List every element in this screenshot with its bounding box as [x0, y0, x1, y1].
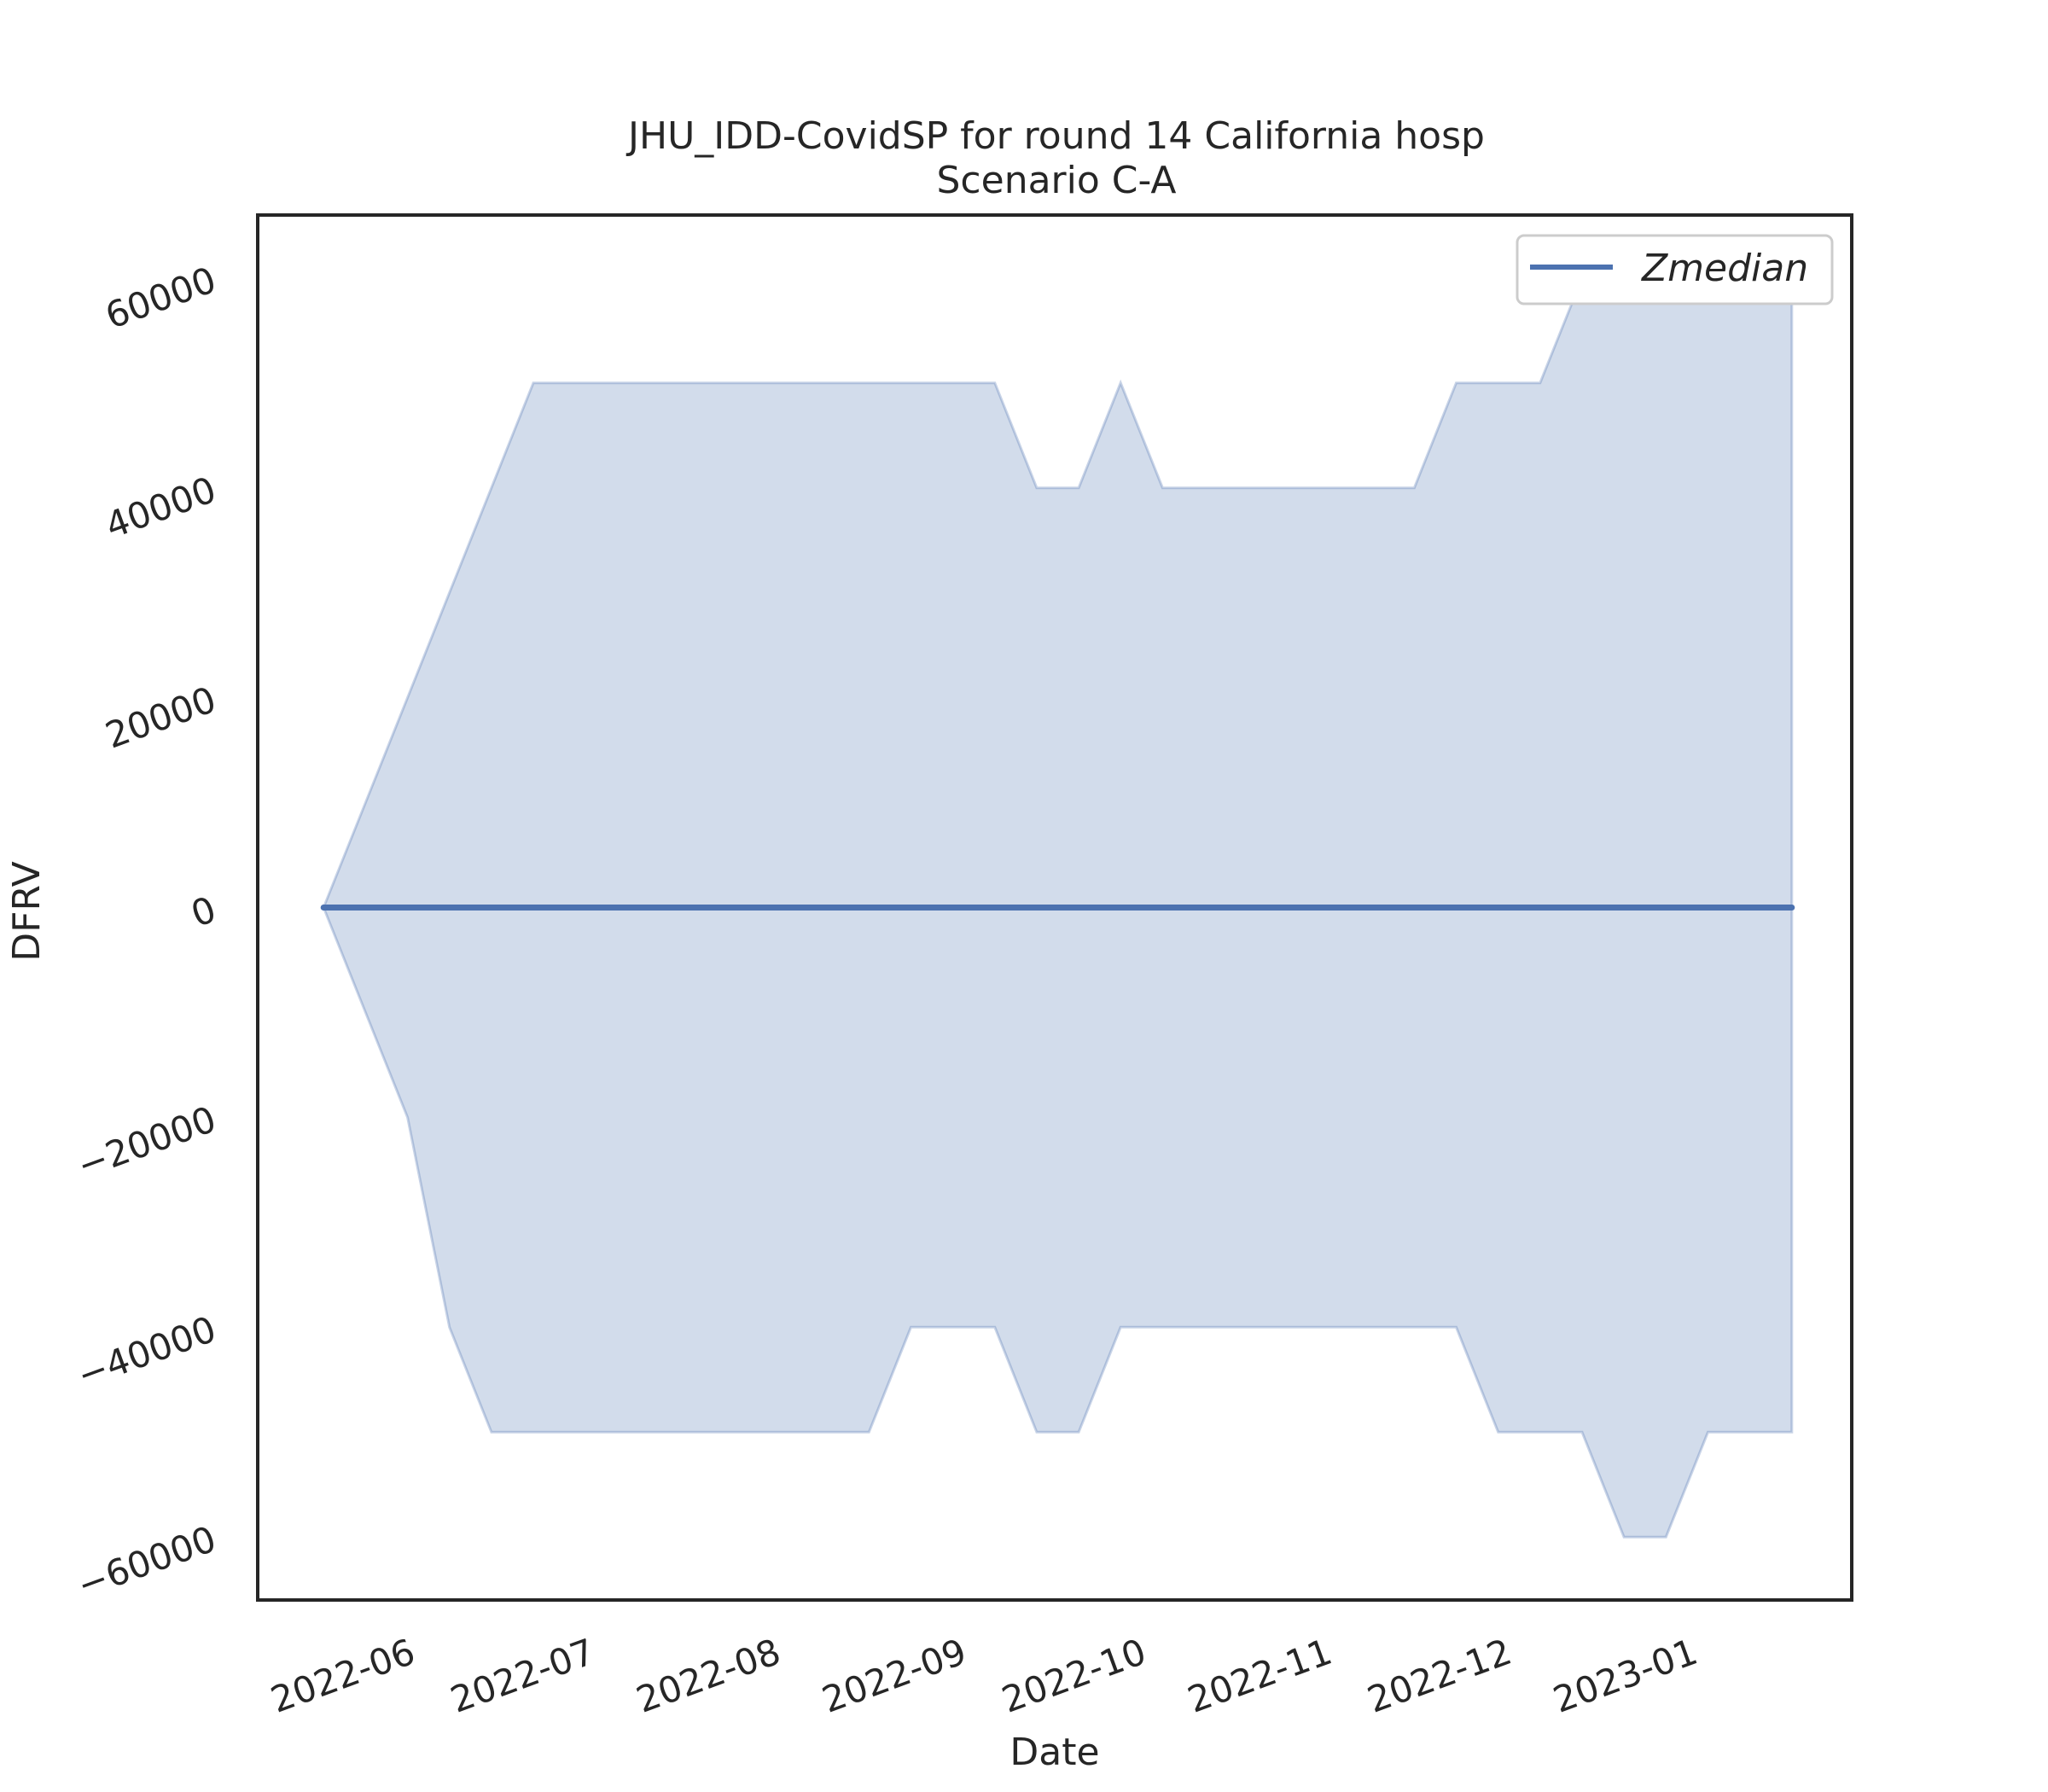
chart-title: JHU_IDD-CovidSP for round 14 California …: [625, 114, 1485, 158]
y-tick-label: 0: [186, 888, 222, 935]
y-tick-label: 20000: [100, 678, 221, 757]
y-tick-label: 60000: [100, 259, 221, 337]
x-tick-label: 2022-06: [265, 1631, 421, 1721]
x-tick-label: 2022-09: [817, 1631, 972, 1721]
y-tick-label: −60000: [72, 1518, 221, 1607]
x-tick-label: 2022-07: [445, 1631, 601, 1721]
y-tick-labels: −60000 −40000 −20000 0 20000 40000 60000: [72, 259, 221, 1606]
y-tick-label: 40000: [100, 468, 221, 547]
x-tick-label: 2022-12: [1362, 1631, 1517, 1721]
x-tick-labels: 2022-06 2022-07 2022-08 2022-09 2022-10 2022-…: [265, 1631, 1703, 1721]
y-axis-label: DFRV: [5, 861, 49, 961]
y-tick-label: −40000: [72, 1308, 221, 1397]
plot-frame: [256, 213, 1853, 1602]
plot-area: [320, 276, 1795, 1539]
legend-label: Zmedian: [1641, 247, 1808, 290]
y-tick-label: −20000: [72, 1098, 221, 1187]
chart-subtitle: Scenario C-A: [937, 159, 1177, 202]
legend: Zmedian: [1516, 234, 1834, 305]
x-axis-label: Date: [1009, 1731, 1099, 1774]
legend-box: [1516, 234, 1834, 305]
x-tick-label: 2022-08: [631, 1631, 786, 1721]
x-tick-label: 2022-11: [1182, 1631, 1337, 1721]
x-tick-label: 2023-01: [1548, 1631, 1703, 1721]
x-tick-label: 2022-10: [997, 1631, 1152, 1721]
